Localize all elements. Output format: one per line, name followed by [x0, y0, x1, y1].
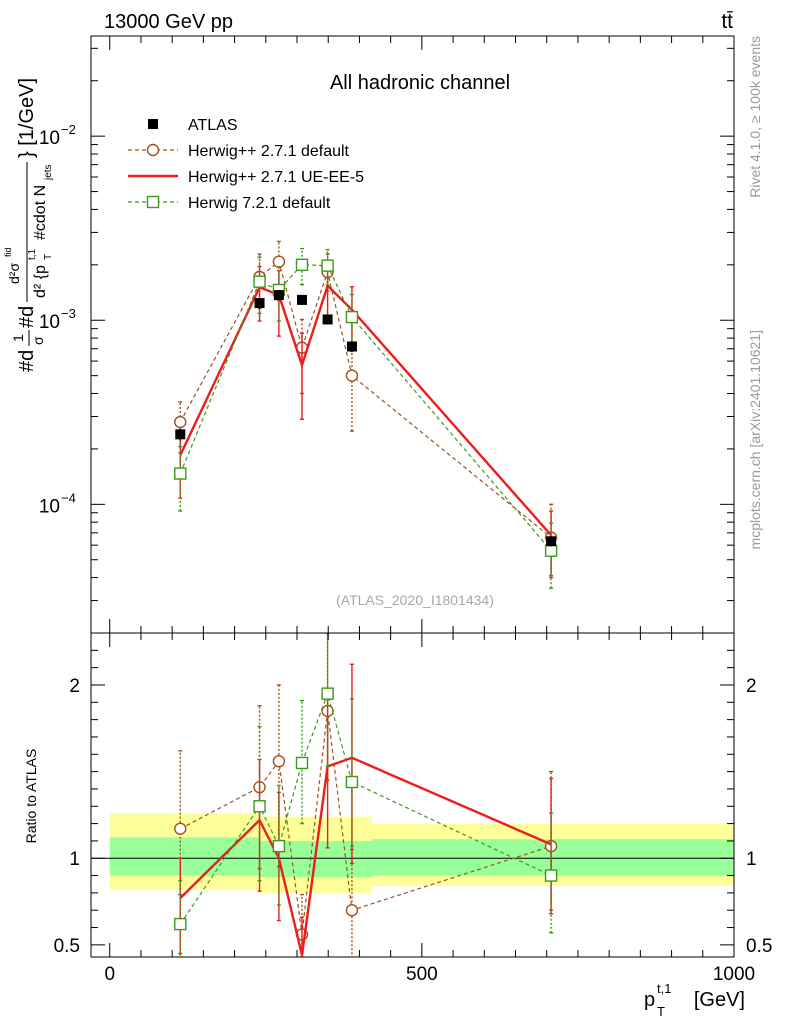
ratio-y-tick-label-right: 1 [746, 849, 757, 870]
ratio-panel-frame [90, 632, 735, 958]
y-label-prefix-b: #d [16, 306, 38, 328]
main-plot-series [174, 240, 558, 589]
legend-marker-0 [146, 143, 160, 157]
x-tick-label: 1000 [713, 964, 755, 985]
collision-energy-label: 13000 GeV pp [104, 11, 233, 33]
main-series-marker-2 [345, 310, 359, 324]
y-label-unit: } [1/GeV] [16, 78, 38, 158]
x-tick-label: 0 [104, 964, 115, 985]
y-tick-label-exp: −2 [61, 122, 76, 137]
legend: ATLAS Herwig++ 2.7.1 default Herwig++ 2.7.… [128, 117, 364, 212]
legend-label-1: Herwig++ 2.7.1 UE-EE-5 [188, 169, 364, 186]
ratio-y-tick-label: 2 [69, 676, 80, 697]
ratio-series-marker-0 [272, 755, 286, 768]
ratio-series-marker-0 [174, 822, 187, 835]
legend-label-2: Herwig 7.2.1 default [188, 195, 331, 212]
ratio-series-marker-2 [253, 800, 266, 813]
atlas-data-point [254, 298, 265, 309]
y-label-denominator-rest: #cdot N [32, 185, 49, 240]
rivet-version-label: Rivet 4.1.0, ≥ 100k events [747, 36, 763, 198]
ratio-series-marker-2 [321, 687, 334, 700]
x-label-main: p [644, 989, 655, 1011]
main-series-marker-2 [295, 258, 309, 272]
main-series-marker-2 [544, 544, 558, 557]
main-series-marker-0 [272, 255, 286, 268]
y-label-numerator-sup: fid [3, 247, 13, 257]
x-label-unit: [GeV] [694, 989, 745, 1011]
x-axis-label: p T t,1 [GeV] [644, 981, 745, 1019]
y-label-numerator: d²σ [6, 263, 22, 284]
x-label-sup: t,1 [657, 981, 671, 996]
main-series-line-1 [179, 283, 552, 536]
analysis-tag: (ATLAS_2020_I1801434) [336, 592, 494, 608]
process-label: tt̄ [721, 10, 733, 33]
y-label-denominator-rest-sub: jets [43, 164, 54, 181]
y-label-denominator-sub: T [43, 254, 54, 260]
ratio-series-marker-2 [345, 775, 359, 789]
y-tick-label-exp: −4 [61, 490, 76, 505]
chart-title: All hadronic channel [330, 72, 510, 94]
atlas-data-point [346, 341, 357, 352]
atlas-data-point [273, 290, 284, 301]
ratio-series-marker-0 [345, 904, 359, 917]
legend-marker-2 [146, 195, 160, 209]
main-series-marker-2 [253, 275, 266, 288]
ratio-y-tick-label-right: 0.5 [746, 936, 772, 957]
atlas-data-point [322, 314, 333, 325]
main-series-marker-2 [174, 467, 187, 480]
main-series-marker-0 [345, 369, 359, 382]
y-tick-label-base: 10 [39, 312, 60, 333]
ratio-y-tick-label: 1 [69, 849, 80, 870]
atlas-data-point [175, 429, 186, 440]
legend-label-0: Herwig++ 2.7.1 default [188, 143, 350, 160]
y-tick-label-base: 10 [39, 496, 60, 517]
y-tick-label-base: 10 [39, 128, 60, 149]
mcplots-url-label: mcplots.cern.ch [arXiv:2401.10621] [747, 330, 763, 549]
atlas-data-point [546, 536, 557, 547]
x-label-sub: T [657, 1004, 665, 1019]
y-label-prefix-a: #d [16, 350, 38, 372]
ratio-series-marker-2 [174, 917, 187, 931]
ratio-series-marker-2 [544, 869, 558, 882]
y-axis-label: #d 1 σ #d d²σ fid d² {p T t,1 #cdot N je… [3, 78, 54, 372]
main-series-marker-2 [321, 259, 334, 272]
main-series-marker-0 [174, 415, 187, 429]
ratio-y-axis-label: Ratio to ATLAS [23, 749, 39, 844]
legend-atlas-marker [148, 119, 158, 129]
ratio-series-marker-2 [272, 839, 286, 853]
main-series-line-0 [179, 260, 552, 539]
main-series-line-2 [179, 264, 552, 552]
y-label-frac-den: σ [30, 336, 46, 345]
y-label-denominator-sup: t,1 [27, 248, 38, 260]
y-tick-label-exp: −3 [61, 306, 76, 321]
ratio-y-tick-label-right: 2 [746, 676, 757, 697]
legend-atlas-label: ATLAS [188, 117, 238, 134]
ratio-plot-series [174, 633, 558, 957]
ratio-y-tick-label: 0.5 [54, 936, 80, 957]
ratio-series-marker-2 [295, 756, 309, 770]
atlas-data-point [297, 294, 308, 305]
x-tick-label: 500 [406, 964, 438, 985]
y-label-frac-num: 1 [10, 334, 26, 342]
y-label-denominator: d² {p [32, 265, 49, 298]
